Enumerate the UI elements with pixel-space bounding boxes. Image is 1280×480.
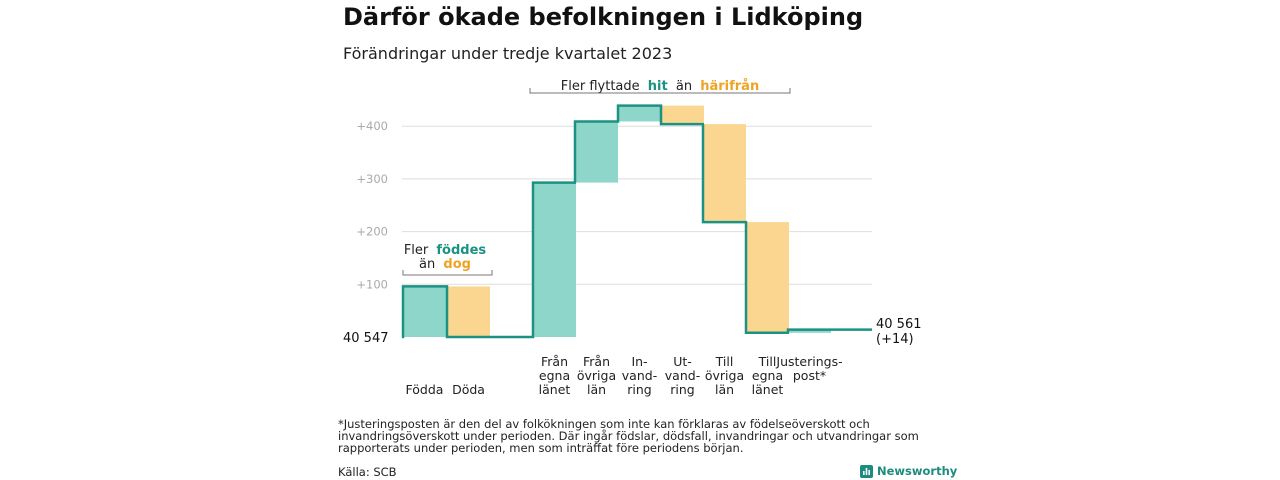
migration-annotation-prefix: Fler flyttade	[561, 79, 640, 94]
births-annotation-middle: än	[419, 257, 435, 272]
source-label: Källa: SCB	[338, 465, 397, 479]
footnote: *Justeringsposten är den del av folkökni…	[338, 417, 919, 455]
waterfall-bar	[403, 286, 446, 337]
y-tick-label: +200	[356, 225, 388, 239]
svg-text:Fler flyttade hit: Fler flyttade hit än härifrån	[561, 79, 759, 94]
migration-annotation-middle: än	[676, 79, 692, 94]
x-tick-label: Från övriga län	[577, 354, 616, 397]
waterfall-bar	[575, 121, 618, 183]
waterfall-bar	[533, 182, 576, 337]
chart-title: Därför ökade befolkningen i Lidköping	[343, 3, 864, 31]
births-annotation-orange: dog	[443, 257, 471, 272]
y-tick-label: +400	[356, 119, 388, 133]
births-bracket	[402, 270, 493, 276]
waterfall-bar	[447, 286, 490, 337]
line-layer	[401, 104, 872, 339]
waterfall-bar	[746, 222, 789, 333]
bars-layer	[403, 105, 831, 337]
end-value-label: 40 561	[876, 317, 922, 332]
brand-logo: Newsworthy	[860, 464, 957, 478]
y-tick-label: +100	[356, 277, 388, 291]
brand-name: Newsworthy	[877, 464, 958, 478]
x-tick-label: Justerings-post*	[775, 354, 842, 383]
cumulative-line	[401, 104, 872, 339]
waterfall-bar	[618, 105, 661, 122]
svg-text:Fler föddes: Fler föddes	[404, 243, 487, 258]
migration-annotation-orange: härifrån	[700, 79, 759, 94]
migration-bracket	[529, 88, 791, 94]
births-annotation: Fler föddes än dog	[402, 243, 493, 276]
chart-subtitle: Förändringar under tredje kvartalet 2023	[343, 44, 673, 63]
end-change-label: (+14)	[876, 332, 914, 347]
migration-annotation-teal: hit	[648, 79, 668, 94]
start-value-label: 40 547	[343, 331, 389, 346]
waterfall-bar	[788, 329, 831, 333]
x-tick-label: In-vand-ring	[622, 354, 657, 397]
migration-annotation: Fler flyttade hit än härifrån	[529, 79, 791, 94]
births-annotation-prefix: Fler	[404, 243, 429, 258]
y-tick-label: +300	[356, 172, 388, 186]
newsworthy-icon	[860, 464, 873, 478]
grid-layer: +100 +200 +300 +400	[356, 119, 872, 291]
waterfall-bar	[661, 105, 704, 125]
x-tick-label: Ut-vand-ring	[665, 354, 700, 397]
x-tick-label: Från egna länet	[539, 354, 571, 397]
x-tick-label: Till övriga län	[705, 354, 744, 397]
x-tick-label: Till egna länet	[752, 354, 784, 397]
births-annotation-teal: föddes	[436, 243, 486, 258]
x-tick-label: Döda	[452, 382, 485, 397]
waterfall-bar	[703, 124, 746, 223]
svg-text:än dog: än dog	[419, 257, 471, 272]
x-tick-label: Födda	[406, 382, 444, 397]
